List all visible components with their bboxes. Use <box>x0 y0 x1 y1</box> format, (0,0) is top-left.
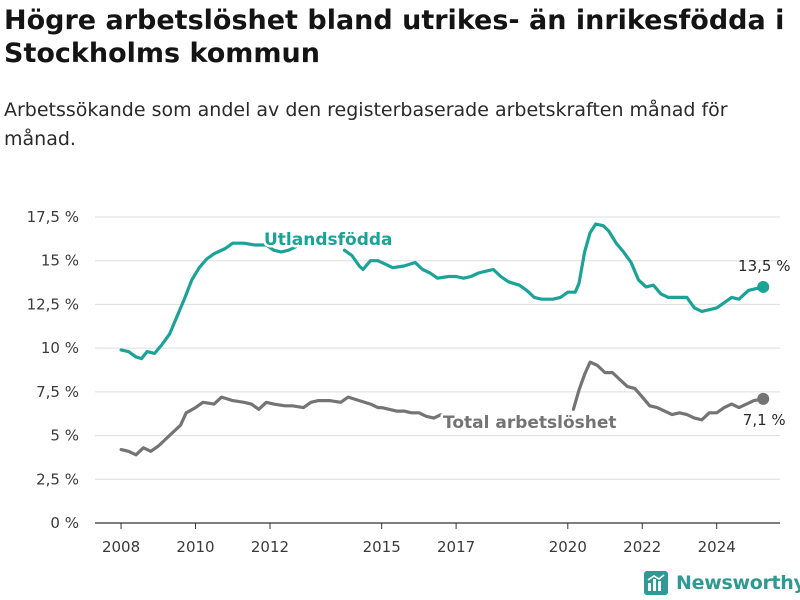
y-tick-label: 2,5 % <box>36 470 79 488</box>
series-line-utlandsfodda <box>342 222 765 313</box>
labels: Utlandsfödda Total arbetslöshet 13,5 % 7,1 … <box>262 228 791 436</box>
newsworthy-logo-icon <box>644 571 668 595</box>
y-tick-label: 17,5 % <box>27 208 79 226</box>
end-value-label-total-arbetsloshet: 7,1 % <box>743 411 786 429</box>
series-line-total-arbetsloshet <box>119 395 443 457</box>
axes: 0 % 2,5 % 5 % 7,5 % 10 % 12,5 % 15 % 17,5 % 2008… <box>27 208 780 556</box>
y-tick-label: 0 % <box>50 514 79 532</box>
x-tick-label: 2020 <box>549 538 587 556</box>
y-tick-label: 15 % <box>41 252 79 270</box>
x-tick-label: 2008 <box>102 538 140 556</box>
series-label-utlandsfodda: Utlandsfödda <box>264 230 393 250</box>
series-lines <box>119 222 770 457</box>
y-tick-label: 7,5 % <box>36 383 79 401</box>
x-tick-label: 2015 <box>363 538 401 556</box>
x-tick-label: 2024 <box>698 538 736 556</box>
series-line-utlandsfodda <box>119 241 298 361</box>
end-point-total-arbetsloshet <box>757 392 770 405</box>
x-tick-label: 2010 <box>176 538 214 556</box>
y-tick-label: 12,5 % <box>27 295 79 313</box>
page-subtitle: Arbetssökande som andel av den registerb… <box>4 99 728 150</box>
end-value-label-utlandsfodda: 13,5 % <box>738 257 790 275</box>
brand-name: Newsworthy <box>676 572 800 594</box>
series-label-total-arbetsloshet: Total arbetslöshet <box>443 413 617 433</box>
brand-footer: Newsworthy <box>644 568 800 598</box>
grid-lines <box>95 216 780 480</box>
x-tick-label: 2012 <box>251 538 289 556</box>
end-point-utlandsfodda <box>757 280 770 293</box>
y-tick-label: 5 % <box>50 427 79 445</box>
y-tick-label: 10 % <box>41 339 79 357</box>
x-tick-label: 2022 <box>623 538 661 556</box>
series-line-total-arbetsloshet <box>571 360 765 422</box>
x-tick-label: 2017 <box>437 538 475 556</box>
page-title: Högre arbetslöshet bland utrikes- än inr… <box>4 5 785 69</box>
